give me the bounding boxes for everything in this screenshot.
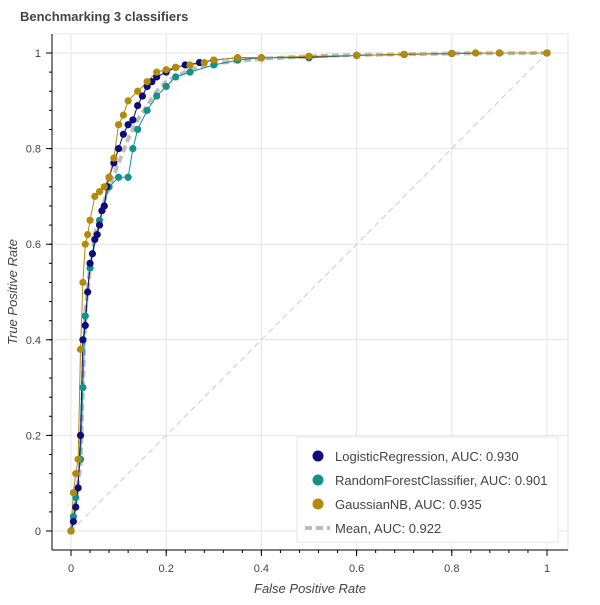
series-point: [134, 87, 142, 95]
legend-box: [296, 436, 559, 543]
series-point: [115, 145, 123, 153]
series-point: [81, 312, 89, 320]
series-point: [79, 384, 87, 392]
legend-label: Mean, AUC: 0.922: [335, 521, 441, 536]
series-point: [172, 63, 180, 71]
series-point: [74, 484, 82, 492]
series-point: [124, 173, 132, 181]
series-point: [200, 58, 208, 67]
series-point: [95, 188, 104, 196]
series-point: [100, 202, 108, 210]
series-point: [84, 288, 92, 296]
x-tick-label: 0.8: [444, 563, 459, 575]
series-point: [257, 54, 265, 62]
x-tick-label: 0.6: [349, 563, 364, 575]
series-line: [70, 52, 547, 532]
series-point: [74, 455, 82, 463]
series-point: [186, 68, 194, 76]
series-point: [69, 489, 77, 497]
legend-marker: [312, 498, 324, 510]
legend-label: LogisticRegression, AUC: 0.930: [335, 449, 519, 464]
series-point: [305, 52, 313, 60]
series-point: [543, 49, 551, 57]
x-tick-label: 1: [544, 563, 550, 575]
legend: LogisticRegression, AUC: 0.930 RandomFore…: [296, 436, 559, 543]
series-point: [448, 49, 456, 58]
series-point: [134, 125, 142, 134]
series-point: [172, 73, 180, 81]
series-point: [153, 92, 161, 100]
legend-marker: [312, 474, 324, 486]
x-tick-label: 0: [68, 563, 74, 575]
series-point: [143, 106, 151, 114]
y-tick-label: 1: [35, 48, 41, 60]
series-point: [76, 345, 85, 353]
series-point: [67, 527, 75, 535]
series-point: [162, 66, 170, 74]
series-point: [234, 54, 242, 62]
series-point: [79, 336, 87, 344]
series-point: [210, 56, 218, 64]
y-axis-label: True Positive Rate: [5, 239, 20, 345]
series-point: [353, 51, 361, 59]
series-point: [91, 192, 99, 200]
series-point: [81, 240, 89, 248]
legend-label: GaussianNB, AUC: 0.935: [335, 497, 482, 512]
series-point: [153, 68, 161, 76]
series-point: [86, 216, 94, 224]
series-point: [110, 154, 118, 162]
series-point: [115, 173, 123, 181]
series-point: [134, 101, 142, 110]
series-point: [119, 130, 127, 138]
series-point: [129, 145, 137, 153]
series-point: [72, 470, 80, 478]
x-tick-label: 0.4: [254, 563, 269, 575]
series-point: [495, 49, 503, 57]
series-point: [124, 97, 132, 105]
series-point: [472, 49, 480, 57]
y-tick-label: 0.2: [26, 430, 41, 442]
series-point: [93, 231, 101, 239]
series-point: [88, 250, 97, 258]
series-point: [129, 116, 137, 124]
chart-title: Benchmarking 3 classifiers: [20, 9, 189, 24]
legend-label: RandomForestClassifier, AUC: 0.901: [335, 473, 547, 488]
y-tick-label: 0.8: [26, 144, 41, 156]
series-point: [86, 259, 94, 267]
series-point: [95, 221, 104, 229]
series-point: [100, 183, 108, 191]
x-axis-label: False Positive Rate: [254, 581, 366, 596]
series-point: [105, 173, 113, 181]
series-point: [162, 82, 170, 91]
series-point: [119, 111, 127, 119]
series-point: [72, 503, 80, 511]
y-tick-label: 0: [35, 526, 41, 538]
series-point: [143, 78, 151, 86]
y-tick-label: 0.4: [26, 335, 41, 347]
chance-diagonal-line: [70, 52, 548, 532]
series-point: [186, 61, 194, 69]
legend-marker: [312, 450, 324, 462]
series-point: [79, 278, 87, 287]
series-point: [124, 121, 132, 129]
y-tick-label: 0.6: [26, 239, 41, 251]
series-point: [115, 121, 123, 129]
series-point: [69, 517, 77, 526]
x-tick-label: 0.2: [159, 563, 174, 575]
series-point: [400, 50, 408, 59]
series-point: [138, 92, 146, 100]
series-point: [81, 321, 89, 330]
series-point: [84, 231, 92, 239]
series-point: [76, 431, 85, 439]
